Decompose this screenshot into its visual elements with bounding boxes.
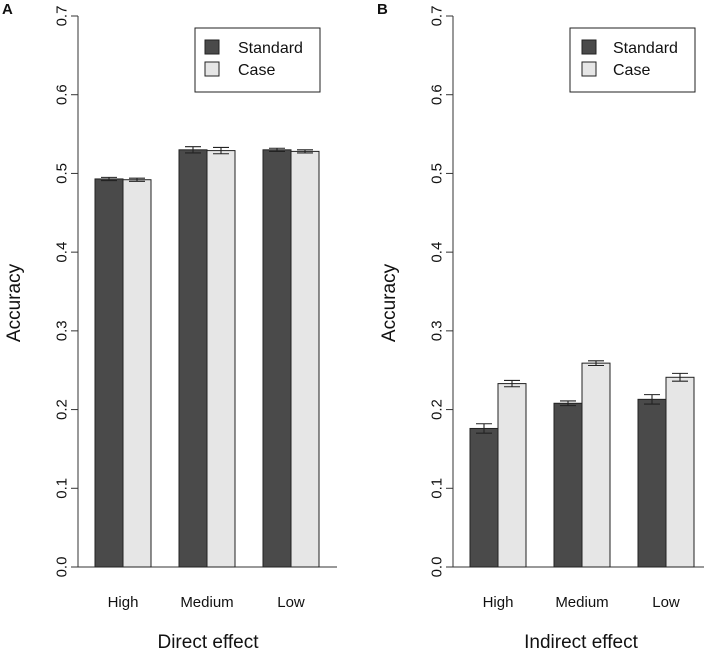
legend-label-standard: Standard (613, 40, 678, 57)
category-label-high: High (483, 594, 514, 611)
y-tick-label: 0.2 (53, 399, 70, 420)
category-labels: High Medium Low (108, 594, 305, 611)
bar-standard-high (94, 178, 124, 568)
y-tick-label: 0.5 (53, 163, 70, 184)
y-tick-label: 0.2 (428, 399, 445, 420)
panel-b: B 0.0 0.1 0.2 0.3 0.4 0.5 0.6 0.7 High Medium Low… (377, 1, 704, 653)
legend-label-case: Case (238, 62, 275, 79)
y-tick-label: 0.6 (428, 84, 445, 105)
error-bar-case-medium (213, 146, 229, 155)
panel-letter-a: A (2, 1, 13, 18)
category-label-medium: Medium (180, 594, 233, 611)
y-tick-label: 0.1 (428, 478, 445, 499)
category-labels: High Medium Low (483, 594, 680, 611)
x-axis-title: Indirect effect (524, 632, 638, 653)
y-tick-label: 0.3 (428, 320, 445, 341)
y-tick-label: 0.0 (428, 557, 445, 578)
category-label-high: High (108, 594, 139, 611)
y-tick-label: 0.5 (428, 163, 445, 184)
error-bar-standard-medium (185, 146, 201, 154)
category-label-low: Low (652, 594, 680, 611)
bar-standard-low (637, 398, 667, 568)
category-label-medium: Medium (555, 594, 608, 611)
y-axis-title: Accuracy (4, 263, 25, 342)
category-label-low: Low (277, 594, 305, 611)
error-bar-case-low (672, 372, 688, 382)
y-tick-label: 0.0 (53, 557, 70, 578)
error-bar-standard-medium (560, 400, 576, 407)
bar-standard-low (262, 149, 292, 568)
legend: Standard Case (194, 27, 321, 93)
bar-case-low (290, 150, 320, 568)
bar-standard-medium (553, 402, 583, 568)
bar-standard-medium (178, 149, 208, 568)
panel-letter-b: B (377, 1, 388, 18)
error-bar-case-high (129, 177, 145, 182)
y-axis-title: Accuracy (379, 263, 400, 342)
bar-case-medium (206, 150, 236, 568)
legend-swatch-standard (204, 39, 220, 55)
x-axis-title: Direct effect (157, 632, 259, 653)
bar-standard-high (469, 427, 499, 568)
legend-box (194, 27, 321, 93)
bar-group (469, 360, 695, 568)
legend-swatch-case (581, 61, 597, 77)
legend-swatch-case (204, 61, 220, 77)
error-bar-standard-high (476, 423, 492, 434)
legend: Standard Case (569, 27, 696, 93)
error-bar-case-medium (588, 360, 604, 367)
bar-group (94, 146, 320, 568)
bar-case-low (665, 376, 695, 568)
bar-case-high (122, 179, 152, 568)
legend-swatch-standard (581, 39, 597, 55)
y-tick-label: 0.6 (53, 84, 70, 105)
bar-case-high (497, 383, 527, 568)
y-axis-ticks: 0.0 0.1 0.2 0.3 0.4 0.5 0.6 0.7 (53, 6, 78, 578)
legend-label-case: Case (613, 62, 650, 79)
y-tick-label: 0.4 (428, 242, 445, 263)
y-tick-label: 0.3 (53, 320, 70, 341)
error-bar-case-low (297, 149, 313, 154)
legend-label-standard: Standard (238, 40, 303, 57)
y-tick-label: 0.4 (53, 242, 70, 263)
panel-a: A 0.0 0.1 0.2 0.3 0.4 0.5 0.6 0.7 High Medium Low… (2, 1, 337, 653)
y-axis-ticks: 0.0 0.1 0.2 0.3 0.4 0.5 0.6 0.7 (428, 6, 453, 578)
y-tick-label: 0.1 (53, 478, 70, 499)
y-tick-label: 0.7 (428, 6, 445, 27)
error-bar-case-high (504, 379, 520, 388)
error-bar-standard-low (269, 147, 285, 152)
error-bar-standard-low (644, 394, 660, 405)
y-tick-label: 0.7 (53, 6, 70, 27)
legend-box (569, 27, 696, 93)
bar-case-medium (581, 362, 611, 568)
error-bar-standard-high (101, 176, 117, 182)
